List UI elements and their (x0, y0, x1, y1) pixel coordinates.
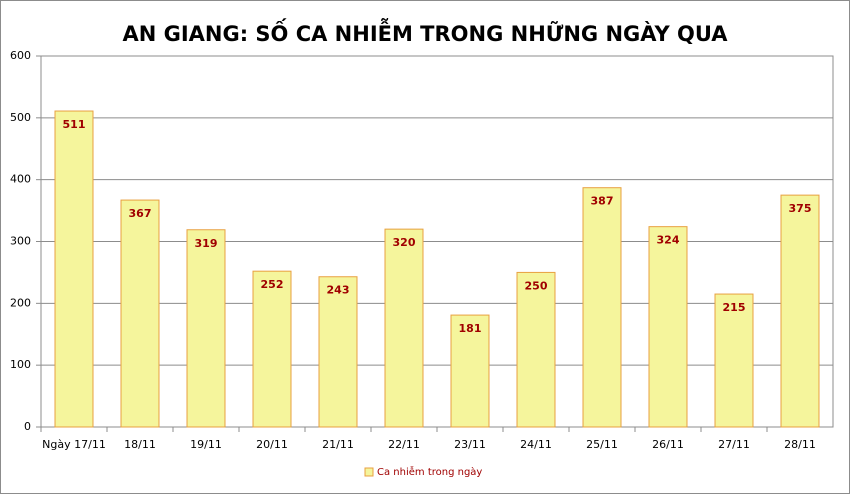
y-tick-label: 500 (10, 111, 31, 124)
bar (252, 270, 292, 428)
y-tick-label: 300 (10, 235, 31, 248)
x-tick-label: 18/11 (124, 438, 156, 451)
bar (120, 199, 160, 428)
data-label: 252 (261, 278, 284, 291)
data-label: 320 (393, 236, 416, 249)
bar (648, 226, 688, 428)
bar (450, 314, 490, 428)
x-tick-label: 26/11 (652, 438, 684, 451)
x-tick-label: 24/11 (520, 438, 552, 451)
y-tick-label: 600 (10, 49, 31, 62)
data-label: 215 (723, 301, 746, 314)
data-label: 511 (63, 118, 86, 131)
y-tick-label: 0 (24, 420, 31, 433)
bar (318, 276, 358, 428)
x-tick-label: 27/11 (718, 438, 750, 451)
bar (714, 293, 754, 428)
data-label: 387 (591, 195, 614, 208)
bar (780, 194, 820, 428)
bar (582, 187, 622, 428)
y-tick-label: 400 (10, 173, 31, 186)
bar (54, 110, 94, 428)
bar (516, 271, 556, 428)
bar (186, 229, 226, 428)
legend-label: Ca nhiễm trong ngày (377, 465, 482, 478)
x-tick-label: 21/11 (322, 438, 354, 451)
data-label: 243 (327, 284, 350, 297)
bar (384, 228, 424, 428)
data-label: 250 (525, 279, 548, 292)
data-label: 324 (657, 234, 680, 247)
data-label: 181 (459, 322, 482, 335)
x-tick-label: 20/11 (256, 438, 288, 451)
chart-title: AN GIANG: SỐ CA NHIỄM TRONG NHỮNG NGÀY Q… (122, 18, 728, 46)
x-tick-label: 25/11 (586, 438, 618, 451)
y-tick-label: 100 (10, 358, 31, 371)
data-label: 367 (129, 207, 152, 220)
y-tick-label: 200 (10, 296, 31, 309)
data-label: 375 (789, 202, 812, 215)
x-tick-label: 28/11 (784, 438, 816, 451)
x-tick-label: 22/11 (388, 438, 420, 451)
data-label: 319 (195, 237, 218, 250)
x-tick-label: Ngày 17/11 (42, 438, 106, 451)
x-tick-label: 19/11 (190, 438, 222, 451)
legend-swatch (364, 467, 374, 477)
x-tick-label: 23/11 (454, 438, 486, 451)
